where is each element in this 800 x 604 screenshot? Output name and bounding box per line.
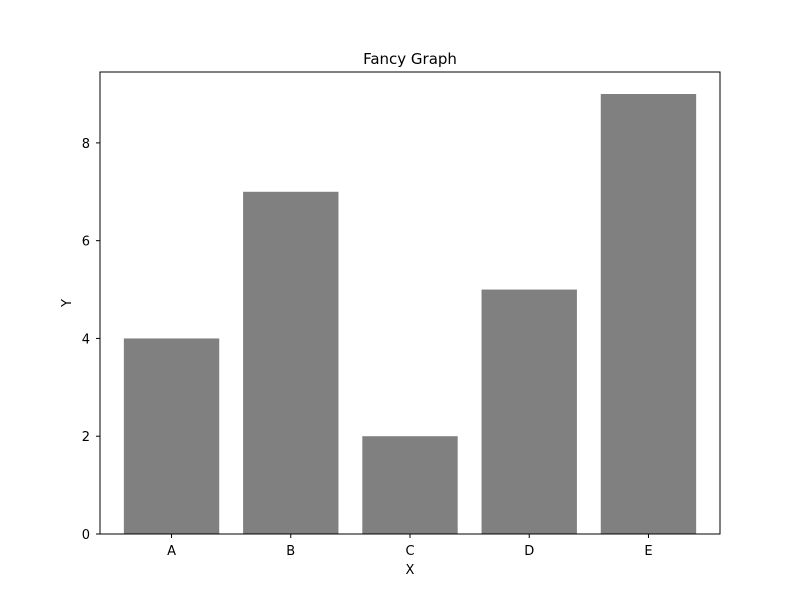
x-tick-label: D: [524, 544, 534, 559]
y-axis-label: Y: [60, 299, 75, 308]
bar-d: [481, 289, 577, 534]
chart-title: Fancy Graph: [363, 50, 457, 68]
x-axis-label: X: [406, 563, 415, 578]
x-axis-ticks: A B C D E: [167, 534, 653, 559]
bar-e: [600, 94, 697, 534]
y-tick-label: 6: [82, 235, 90, 250]
bars-layer: [123, 94, 697, 534]
x-tick-label: A: [167, 544, 176, 559]
bar-c: [362, 436, 458, 534]
bar-a: [123, 338, 220, 534]
x-tick-label: B: [286, 544, 295, 559]
y-axis-ticks: 0 2 4 6 8: [82, 137, 100, 543]
y-tick-label: 8: [82, 137, 90, 152]
bar-b: [243, 191, 339, 534]
y-tick-label: 4: [82, 332, 90, 347]
x-tick-label: C: [405, 544, 414, 559]
y-tick-label: 2: [82, 430, 90, 445]
x-tick-label: E: [644, 544, 652, 559]
y-tick-label: 0: [82, 528, 90, 543]
